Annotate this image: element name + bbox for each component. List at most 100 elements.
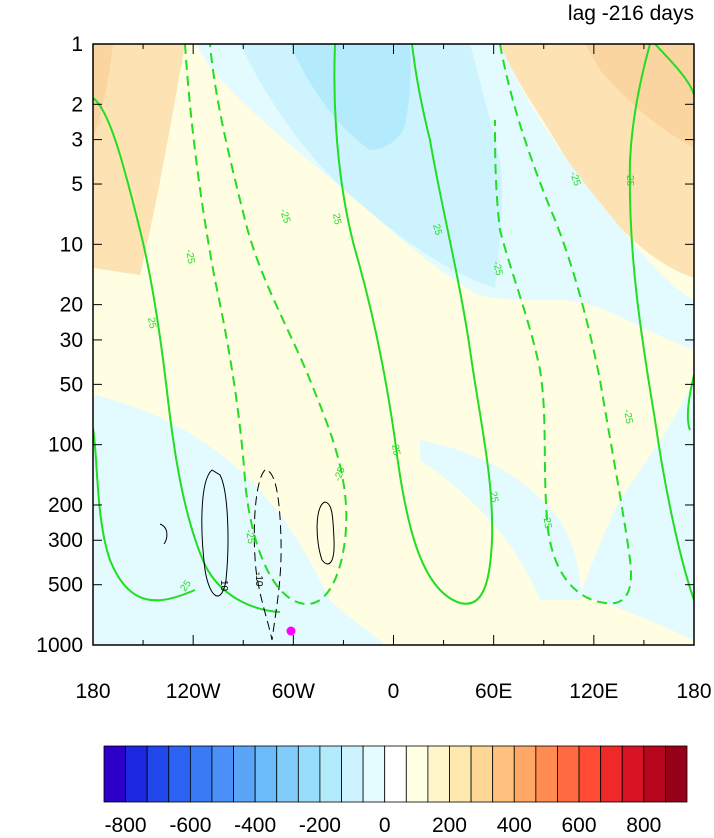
colorbar-swatch [341, 745, 364, 803]
colorbar-swatch [233, 745, 256, 803]
black-contours [159, 469, 335, 641]
field-orange-left [93, 44, 185, 275]
cl-label-neg25-g: -25 [621, 409, 634, 426]
colorbar-swatch [427, 745, 450, 803]
x-tick-label: 60E [475, 680, 512, 703]
cl-label-25-g: 25 [624, 175, 635, 187]
cl-label-25-d: 25 [430, 223, 444, 237]
y-tick-label: 2 [71, 93, 83, 116]
contour-pos10-b [316, 501, 335, 565]
filled-field [93, 44, 694, 645]
cl-label-neg10: -10 [253, 572, 264, 587]
colorbar-swatch [405, 745, 429, 803]
colorbar-swatch [168, 745, 191, 803]
colorbar-swatch [384, 745, 407, 803]
y-tick-label: 5 [71, 173, 83, 196]
colorbar-swatch [470, 745, 494, 803]
cl-label-neg25-f: -25 [567, 170, 582, 188]
colorbar-label: 0 [379, 814, 391, 837]
y-tick-labels: 1 2 3 5 10 20 30 50 100 200 300 500 1000 [36, 33, 83, 657]
contour-pos25-a [93, 97, 281, 613]
contour-labels: 25 25 25 25 25 25 25 -25 -25 -25 -25 -25… [145, 170, 635, 593]
y-tick-label: 30 [60, 329, 83, 352]
cl-label-neg25-a: -25 [183, 249, 196, 266]
x-tick-label: 60W [272, 680, 315, 703]
y-tick-label: 1 [71, 33, 83, 56]
field-cyan-mid [240, 44, 503, 288]
x-tick-label: 120W [166, 680, 221, 703]
field-cyan-lower-right [580, 380, 694, 640]
y-tick-label: 20 [60, 294, 83, 317]
colorbar-swatch [189, 745, 213, 803]
colorbar-label: 200 [432, 814, 467, 837]
colorbar-swatch [146, 745, 170, 803]
colorbar-label: -600 [169, 814, 211, 837]
colorbar [103, 745, 688, 803]
cl-label-25-c: 25 [330, 213, 343, 226]
contour-pos25-d [628, 44, 694, 601]
cl-label-25-e: 25 [389, 444, 402, 457]
chart-title: lag -216 days [568, 2, 694, 25]
colorbar-swatch [319, 745, 342, 803]
colorbar-label: -800 [105, 814, 147, 837]
contour-pos25-b [93, 427, 196, 602]
colorbar-swatch [578, 745, 602, 803]
colorbar-swatch [600, 745, 623, 803]
x-tick-label: 120E [569, 680, 618, 703]
field-orange-right-core [585, 44, 694, 148]
field-cyan-dark [290, 44, 411, 150]
y-tick-label: 500 [48, 574, 83, 597]
contour-pos10-a [201, 469, 229, 597]
colorbar-swatch [492, 745, 515, 803]
colorbar-label: 800 [626, 814, 661, 837]
contour-neg10-a [253, 469, 282, 641]
contours [93, 44, 694, 613]
colorbar-swatch [535, 745, 558, 803]
colorbar-swatch [125, 745, 148, 803]
colorbar-label: 600 [562, 814, 597, 837]
contour-neg25-a [184, 44, 348, 606]
cl-label-25-f: 25 [487, 491, 500, 504]
colorbar-swatch [621, 745, 645, 803]
cl-label-neg25-d: -25 [332, 465, 347, 483]
y-tick-label: 50 [60, 373, 83, 396]
colorbar-label: 400 [497, 814, 532, 837]
field-cyan-lower-left [93, 395, 385, 645]
y-tick-label: 300 [48, 529, 83, 552]
cl-label-25-a: 25 [145, 317, 158, 330]
y-tick-label: 1000 [36, 634, 83, 657]
y-tick-label: 100 [48, 434, 83, 457]
contour-pos25-f [686, 374, 694, 431]
x-tick-label: 180 [676, 680, 711, 703]
contour-pos10-c [159, 523, 168, 545]
colorbar-swatch [103, 745, 126, 803]
colorbar-labels: -800 -600 -400 -200 0 200 400 600 800 [105, 814, 662, 837]
y-tick-label: 10 [60, 233, 83, 256]
colorbar-label: -200 [299, 814, 341, 837]
colorbar-swatch [211, 745, 234, 803]
y-tick-label: 200 [48, 494, 83, 517]
colorbar-swatch [449, 745, 472, 803]
location-marker [286, 626, 296, 636]
field-cyan-lower-right2 [420, 440, 582, 600]
contour-pos25-e [654, 44, 694, 96]
colorbar-swatch [557, 745, 580, 803]
y-tick-label: 3 [71, 129, 83, 152]
cl-label-neg25-h: -25 [540, 514, 553, 531]
x-tick-label: 0 [388, 680, 400, 703]
field-orange-left-core [93, 44, 113, 140]
contour-neg25-b [494, 44, 632, 605]
colorbar-swatch [297, 745, 321, 803]
x-tick-label: 180 [75, 680, 110, 703]
colorbar-swatch [362, 745, 386, 803]
colorbar-label: -400 [234, 814, 276, 837]
cl-label-10: 10 [218, 580, 229, 592]
cl-label-neg25-b: -25 [277, 208, 292, 226]
axis-ticks [92, 43, 695, 646]
colorbar-swatch [513, 745, 537, 803]
cl-label-neg25-e: -25 [490, 260, 504, 277]
colorbar-swatch [276, 745, 299, 803]
colorbar-swatch [643, 745, 666, 803]
contour-pos25-c [333, 44, 494, 605]
